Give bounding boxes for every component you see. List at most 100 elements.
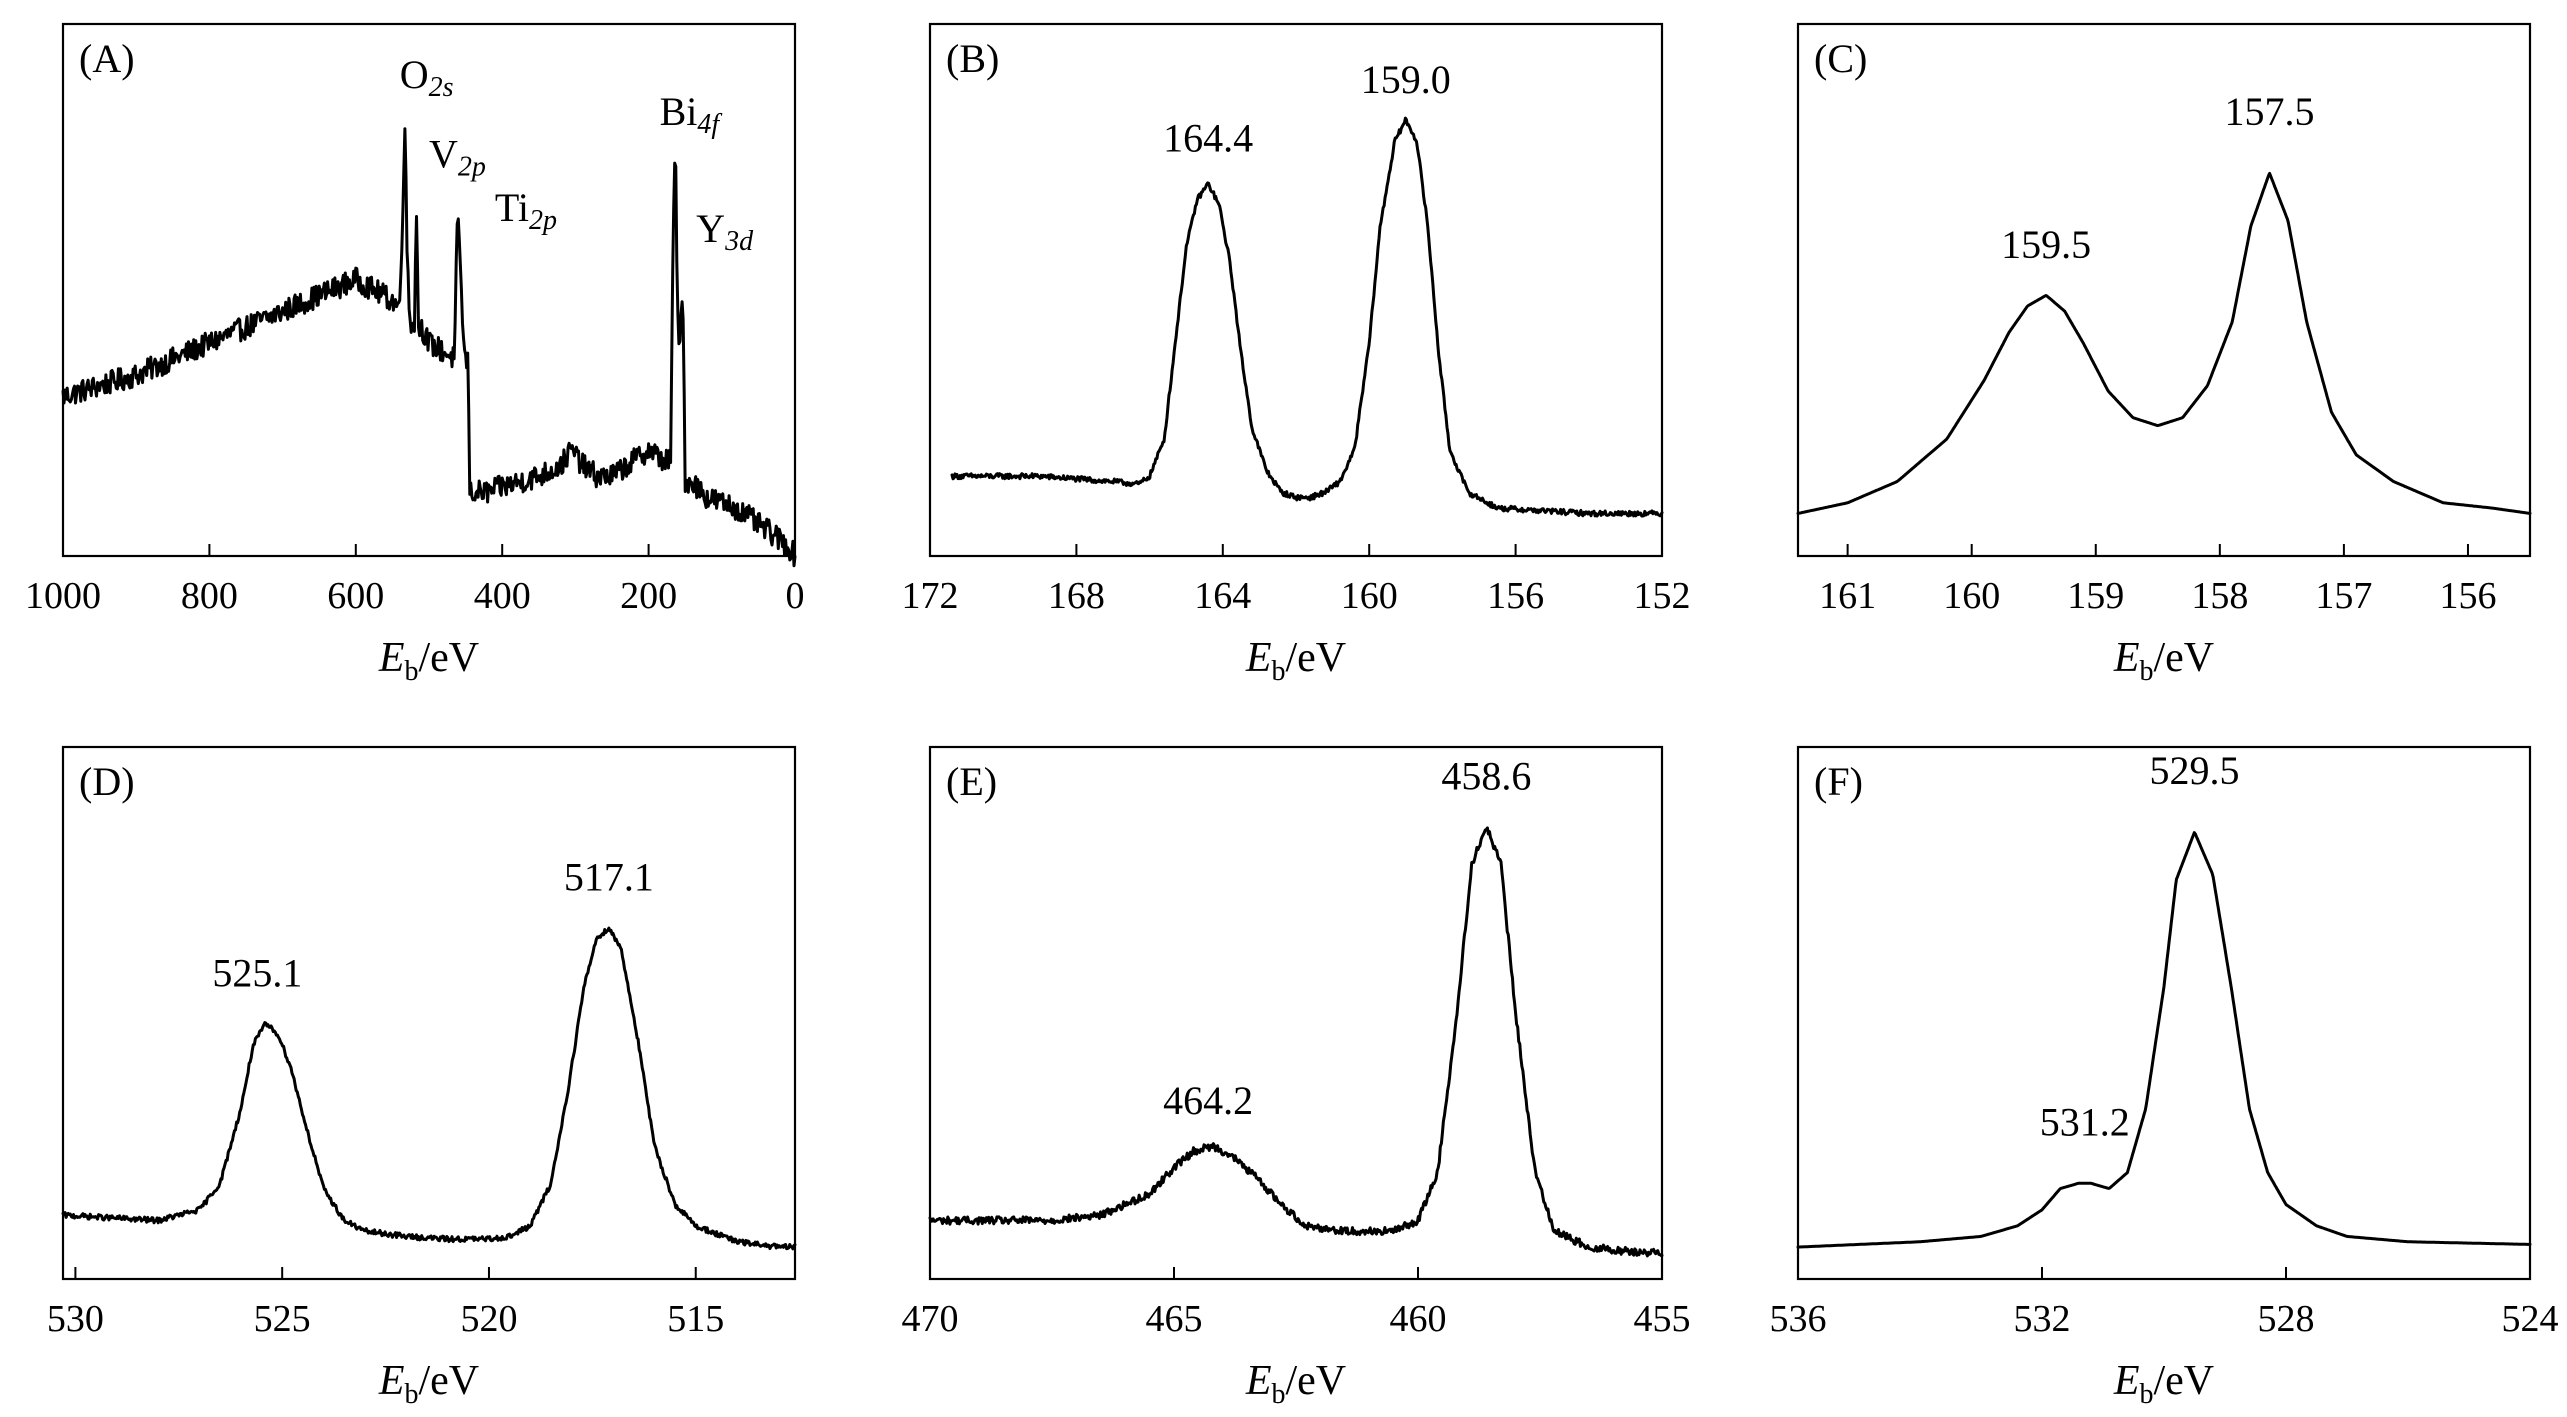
- peak-label: 458.6: [1441, 754, 1531, 799]
- x-axis-label-unit: /eV: [1286, 635, 1347, 681]
- panel-label: (B): [946, 36, 999, 81]
- x-tick-label: 455: [1634, 1298, 1691, 1340]
- x-tick-label: 528: [2258, 1298, 2315, 1340]
- peak-label: 529.5: [2150, 748, 2240, 793]
- plot-frame: [61, 745, 797, 1281]
- panel-label: (D): [79, 759, 135, 804]
- x-tick-label: 160: [1341, 575, 1398, 617]
- peak-label: 531.2: [2040, 1099, 2130, 1144]
- panel-label: (A): [79, 36, 135, 81]
- x-tick-label: 470: [902, 1298, 959, 1340]
- x-axis-label-unit: /eV: [419, 1358, 480, 1404]
- series-line-v-2p: [61, 926, 797, 1251]
- peak-label-orbital: 2s: [429, 72, 454, 103]
- plot-frame: [1796, 22, 2532, 558]
- panel-a: 1000 800 600 400 200 0(A)Eb/eVO2sV2pTi2pBi4fY…: [25, 22, 805, 687]
- peak-label-orbital: 2p: [529, 205, 557, 236]
- x-axis-label-symbol: E: [378, 635, 405, 681]
- x-tick-label: 536: [1770, 1298, 1827, 1340]
- peak-label-element: V: [429, 132, 458, 177]
- x-tick-label: 168: [1048, 575, 1105, 617]
- x-axis-label-subscript: b: [405, 656, 419, 687]
- x-tick-label: 460: [1390, 1298, 1447, 1340]
- peak-label-element: Y: [696, 206, 725, 251]
- x-axis-label-symbol: E: [2113, 1358, 2140, 1404]
- x-axis-label-symbol: E: [1245, 1358, 1272, 1404]
- peak-label-orbital: 4f: [697, 109, 722, 140]
- plot-frame: [928, 745, 1664, 1281]
- x-axis-label-subscript: b: [2140, 656, 2154, 687]
- peak-label: 164.4: [1163, 116, 1253, 161]
- panel-f: 536 532 528 524 (F) Eb/eV 531.2 529.5: [1770, 745, 2559, 1410]
- x-tick-label: 532: [2014, 1298, 2071, 1340]
- x-tick-label: 172: [902, 575, 959, 617]
- panel-d: 530 525 520 515 (D) Eb/eV 525.1 517.1: [47, 745, 797, 1410]
- x-axis-label: Eb/eV: [1245, 635, 1346, 687]
- x-axis-label: Eb/eV: [378, 635, 479, 687]
- peak-label: 159.5: [2001, 222, 2091, 267]
- x-axis-label-subscript: b: [2140, 1379, 2154, 1410]
- peak-label-orbital: 3d: [724, 226, 754, 257]
- x-tick-label: 465: [1146, 1298, 1203, 1340]
- panel-label: (C): [1814, 36, 1867, 81]
- x-tick-label: 158: [2191, 575, 2248, 617]
- x-axis-label-subscript: b: [1272, 656, 1286, 687]
- panel-label: (F): [1814, 759, 1863, 804]
- x-axis-label-symbol: E: [378, 1358, 405, 1404]
- x-axis-label-subscript: b: [405, 1379, 419, 1410]
- x-tick-label: 152: [1634, 575, 1691, 617]
- peak-label-element: O: [400, 52, 429, 97]
- panel-label: (E): [946, 759, 997, 804]
- x-tick-label: 200: [620, 575, 677, 617]
- peak-label: 517.1: [564, 855, 654, 900]
- peak-label: O2s: [400, 52, 454, 103]
- x-tick-label: 157: [2315, 575, 2372, 617]
- x-tick-label: 600: [327, 575, 384, 617]
- panel-e: 470 465 460 455 (E) Eb/eV 464.2 458.6: [902, 745, 1691, 1410]
- x-tick-label: 156: [2439, 575, 2496, 617]
- x-tick-label: 156: [1487, 575, 1544, 617]
- x-axis-label: Eb/eV: [2113, 1358, 2214, 1410]
- series-line-bi-4f: [950, 116, 1664, 518]
- x-axis-label-unit: /eV: [1286, 1358, 1347, 1404]
- x-axis-label-unit: /eV: [419, 635, 480, 681]
- x-tick-label: 164: [1194, 575, 1251, 617]
- x-tick-label: 515: [667, 1298, 724, 1340]
- x-axis-label-symbol: E: [1245, 635, 1272, 681]
- peak-label: 157.5: [2224, 89, 2314, 134]
- series-line-ti-2p: [928, 826, 1664, 1258]
- peak-label-element: Bi: [660, 89, 698, 134]
- x-tick-label: 0: [786, 575, 805, 617]
- peak-label: 464.2: [1163, 1078, 1253, 1123]
- peak-label: V2p: [429, 132, 486, 183]
- panel-c: 161 160 159 158 157 156 (C) Eb/eV 159.5 157.5: [1796, 22, 2532, 687]
- x-axis-label: Eb/eV: [378, 1358, 479, 1410]
- x-axis-label: Eb/eV: [2113, 635, 2214, 687]
- plot-frame: [928, 22, 1664, 558]
- x-axis-label-subscript: b: [1272, 1379, 1286, 1410]
- plot-frame: [61, 22, 797, 558]
- x-axis-label-symbol: E: [2113, 635, 2140, 681]
- x-axis-label-unit: /eV: [2154, 635, 2215, 681]
- series-line-y-3d: [1796, 171, 2532, 515]
- peak-label: Ti2p: [495, 185, 557, 236]
- x-tick-label: 1000: [25, 575, 101, 617]
- peak-label-element: Ti: [495, 185, 529, 230]
- x-tick-label: 159: [2067, 575, 2124, 617]
- peak-label-orbital: 2p: [458, 152, 486, 183]
- peak-label: Y3d: [696, 206, 754, 257]
- x-axis-label: Eb/eV: [1245, 1358, 1346, 1410]
- x-tick-label: 520: [460, 1298, 517, 1340]
- x-tick-label: 400: [474, 575, 531, 617]
- peak-label: 159.0: [1361, 57, 1451, 102]
- series-line-o-1s: [1796, 831, 2532, 1249]
- series-line-survey: [61, 127, 797, 568]
- panel-b: 172 168 164 160 156 152 (B) Eb/eV 164.4 159.0: [902, 22, 1691, 687]
- plot-frame: [1796, 745, 2532, 1281]
- peak-label: Bi4f: [660, 89, 723, 140]
- x-tick-label: 161: [1819, 575, 1876, 617]
- x-tick-label: 530: [47, 1298, 104, 1340]
- x-tick-label: 800: [181, 575, 238, 617]
- peak-label: 525.1: [212, 950, 302, 995]
